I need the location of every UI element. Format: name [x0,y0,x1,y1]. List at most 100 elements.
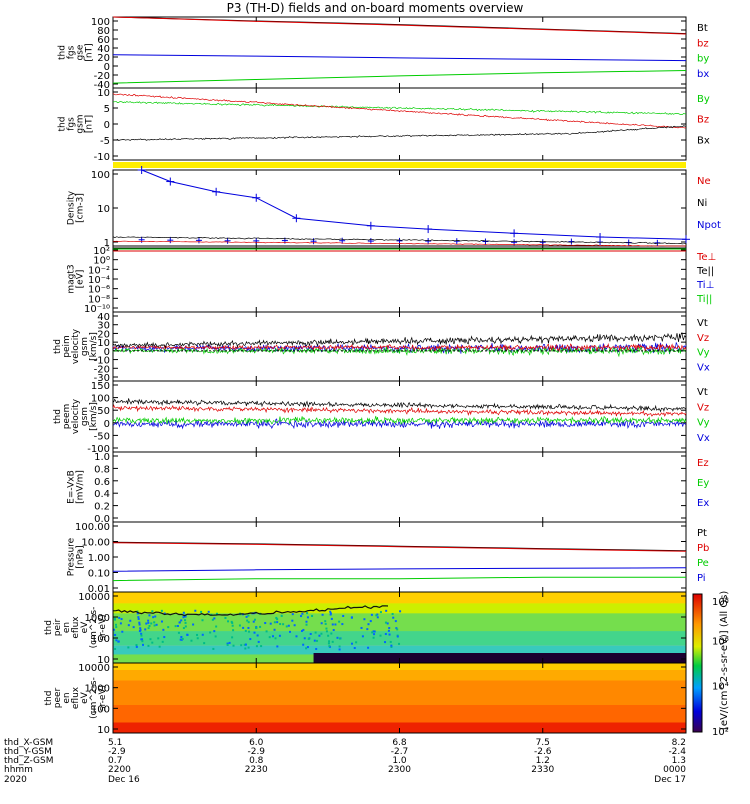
panel-ylabel: gsm [76,114,86,133]
legend-Ne: Ne [697,176,711,187]
peir-speckle [249,638,252,641]
peir-speckle [399,610,402,613]
peir-speckle [163,636,166,639]
peir-speckle [255,627,258,630]
legend-Vx: Vx [697,362,710,373]
peir-speckle [336,636,339,639]
y-tick-label: 10.00 [81,538,110,549]
panel-ylabel: [mV/m] [76,470,86,504]
peir-speckle [240,644,243,647]
colorbar-label: [eV/(cm^2-s-sr-eV)] (All Qs) [719,591,730,730]
peir-speckle [115,626,118,629]
peir-lowband [313,653,686,663]
peir-speckle [278,634,281,637]
panel-ylabel: eV [80,691,90,704]
peir-speckle [320,622,323,625]
peir-speckle [247,614,250,617]
peir-speckle [370,613,373,616]
y-tick-label: 0 [104,62,110,73]
y-tick-label: 1000 [85,684,110,695]
peir-speckle [338,637,341,640]
peir-speckle [157,637,160,640]
xaxis-z-value: 1.2 [536,756,550,766]
peir-speckle [314,631,317,634]
panel-ylabel: thd [44,691,54,706]
y-tick-label: 100.00 [75,522,110,533]
series-Npot [141,169,687,240]
peir-speckle [113,628,116,631]
peir-speckle [330,632,333,635]
peir-speckle [305,620,308,623]
panel-ylabel: velocity [71,398,81,434]
peir-speckle [295,635,298,638]
peir-speckle [244,647,247,650]
peir-speckle [309,632,312,635]
peir-speckle [209,631,212,634]
xaxis-y-value: -2.6 [534,747,552,757]
legend-Ey: Ey [697,478,709,489]
peir-speckle [147,619,150,622]
y-tick-label: 1 [104,238,110,249]
peir-speckle [353,646,356,649]
peir-speckle [332,629,335,632]
xaxis-y-value: -2.9 [247,747,265,757]
peir-speckle [306,616,309,619]
panel-ylabel: eflux [71,616,81,639]
y-tick-label: 100 [91,17,110,28]
peir-speckle [118,616,121,619]
legend-Vt: Vt [697,387,708,398]
peir-speckle [329,610,332,613]
legend-Pb: Pb [697,543,709,554]
peir-speckle [329,613,332,616]
peir-speckle [231,624,234,627]
peir-speckle [276,618,279,621]
xaxis-z-value: 1.3 [672,756,686,766]
peir-speckle [161,640,164,643]
peir-speckle [373,633,376,636]
y-tick-label: 150 [91,381,110,392]
peir-feature [112,605,389,617]
xaxis-x-value: 7.5 [536,738,550,748]
peir-speckle [179,638,182,641]
peir-speckle [213,630,216,633]
peir-speckle [212,647,215,650]
series-Vt-peim [112,331,687,349]
peir-speckle [151,610,154,613]
panel-ylabel: thd [58,45,68,60]
peir-speckle [145,622,148,625]
peir-speckle [244,629,247,632]
xaxis-t-value: 0000 [663,765,686,775]
peir-speckle [306,646,309,649]
peir-speckle [152,616,155,619]
legend-Ti⊥: Ti⊥ [696,280,714,291]
peir-speckle [392,616,395,619]
peir-speckle [127,646,130,649]
colorbar-tick-label: 10⁶ [712,636,729,647]
y-tick-label: 0.2 [94,502,110,513]
peir-speckle [201,619,204,622]
peir-speckle [373,630,376,633]
xaxis-t-value: 2200 [108,765,131,775]
legend-by: by [697,54,709,65]
peir-speckle [306,612,309,615]
peir-speckle [228,641,231,644]
panel-ylabel: [km/s] [89,402,99,431]
peir-speckle [184,621,187,624]
panel-ylabel: en [62,622,72,633]
series-Pb [112,542,687,552]
series-Vy-peim [112,345,687,358]
xaxis-row-label: 2020 [4,775,27,785]
peir-speckle [155,623,158,626]
series-Bz [112,93,687,129]
y-tick-label: 100 [91,170,110,181]
peir-speckle [238,624,241,627]
peir-speckle [305,623,308,626]
y-tick-label: -40 [94,80,110,91]
xaxis-t-value: 2330 [531,765,554,775]
peir-speckle [300,615,303,618]
peir-speckle [139,629,142,632]
xaxis-z-value: 1.0 [392,756,407,766]
panel-ylabel: thd [58,117,68,132]
peir-speckle [276,645,279,648]
legend-Ni: Ni [697,198,707,209]
